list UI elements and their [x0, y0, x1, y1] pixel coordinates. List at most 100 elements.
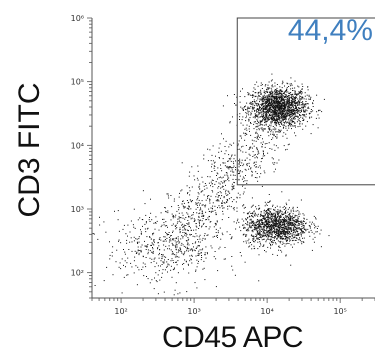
- data-point: [288, 99, 290, 101]
- data-point: [215, 155, 216, 157]
- data-point: [260, 228, 262, 230]
- data-point: [286, 242, 288, 244]
- data-point: [265, 113, 267, 114]
- data-point: [267, 119, 269, 121]
- data-point: [281, 229, 283, 230]
- data-point: [283, 213, 285, 215]
- data-point: [99, 216, 100, 218]
- data-point: [271, 97, 273, 99]
- data-point: [163, 240, 165, 242]
- data-point: [258, 280, 260, 282]
- data-point: [178, 209, 180, 211]
- data-point: [256, 225, 258, 227]
- data-point: [289, 83, 291, 85]
- data-point: [275, 102, 277, 103]
- data-point: [305, 103, 306, 105]
- data-point: [262, 232, 264, 234]
- data-point: [289, 114, 290, 116]
- data-point: [267, 212, 269, 214]
- data-point: [274, 121, 276, 123]
- data-point: [153, 232, 155, 234]
- data-point: [158, 257, 160, 259]
- data-point: [224, 174, 226, 176]
- data-point: [263, 94, 265, 96]
- data-point: [307, 107, 309, 109]
- data-point: [256, 137, 258, 139]
- data-point: [290, 224, 292, 226]
- data-point: [288, 106, 290, 108]
- data-point: [278, 118, 280, 120]
- data-point: [286, 104, 287, 106]
- data-point: [275, 231, 277, 233]
- data-point: [196, 212, 198, 214]
- data-point: [123, 249, 124, 250]
- data-point: [258, 121, 260, 123]
- data-point: [286, 222, 288, 224]
- data-point: [253, 241, 254, 243]
- data-point: [289, 123, 291, 125]
- data-point: [257, 114, 259, 116]
- data-point: [274, 92, 276, 94]
- data-point: [272, 162, 274, 164]
- data-point: [163, 218, 165, 220]
- data-point: [309, 117, 311, 119]
- data-point: [149, 282, 151, 284]
- data-point: [278, 212, 280, 214]
- data-point: [151, 279, 153, 281]
- data-point: [290, 244, 292, 246]
- data-point: [288, 100, 290, 102]
- data-point: [209, 200, 211, 202]
- data-point: [218, 151, 220, 153]
- data-point: [255, 126, 257, 128]
- data-point: [273, 223, 275, 225]
- data-point: [157, 242, 159, 244]
- data-point: [155, 216, 157, 218]
- data-point: [249, 154, 251, 156]
- data-point: [268, 111, 270, 112]
- data-point: [245, 112, 247, 114]
- data-point: [271, 233, 273, 235]
- data-point: [303, 225, 304, 227]
- data-point: [254, 222, 256, 224]
- data-point: [282, 107, 284, 109]
- data-point: [160, 260, 162, 262]
- data-point: [281, 213, 283, 215]
- data-point: [299, 238, 301, 240]
- data-point: [292, 98, 294, 100]
- data-point: [265, 229, 267, 231]
- data-point: [275, 91, 277, 93]
- data-point: [265, 105, 267, 107]
- data-point: [296, 234, 298, 236]
- data-point: [222, 182, 223, 184]
- data-point: [280, 104, 282, 106]
- data-point: [267, 222, 269, 224]
- data-point: [269, 108, 271, 110]
- data-point: [268, 208, 269, 210]
- data-point: [259, 165, 261, 167]
- y-tick-label: 10⁴: [71, 141, 84, 150]
- data-point: [273, 111, 275, 113]
- data-point: [292, 224, 294, 226]
- data-point: [263, 232, 265, 234]
- data-point: [267, 201, 269, 203]
- data-point: [274, 127, 276, 129]
- data-point: [135, 265, 137, 267]
- data-point: [286, 137, 288, 139]
- data-point: [260, 173, 262, 175]
- data-point: [279, 97, 280, 99]
- data-point: [294, 91, 296, 92]
- data-point: [274, 113, 276, 115]
- data-point: [144, 240, 145, 242]
- data-point: [272, 242, 274, 244]
- data-point: [199, 225, 200, 227]
- data-point: [252, 156, 254, 157]
- data-point: [281, 100, 282, 102]
- data-point: [217, 237, 218, 238]
- data-point: [278, 96, 280, 98]
- data-point: [258, 221, 260, 223]
- data-point: [286, 204, 288, 206]
- data-point: [195, 202, 197, 204]
- data-point: [182, 201, 184, 202]
- data-point: [275, 105, 277, 107]
- data-point: [264, 114, 266, 116]
